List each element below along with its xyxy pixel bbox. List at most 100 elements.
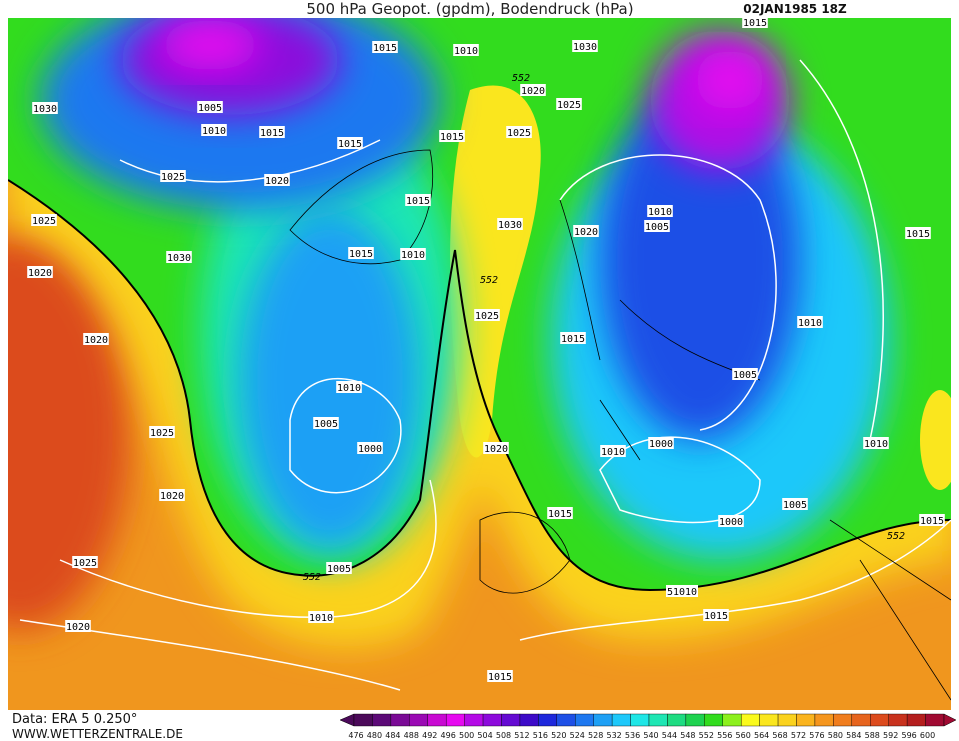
site-name: WWW.WETTERZENTRALE.DE: [12, 727, 183, 741]
label-box: [732, 368, 758, 380]
label-box: [453, 44, 479, 56]
colorbar-cell: [906, 713, 926, 727]
colorbar-label: 528: [588, 731, 603, 740]
isobar-label: 1010: [309, 613, 333, 624]
colorbar-cell: [704, 713, 723, 727]
colorbar-label: 548: [680, 731, 695, 740]
colorbar-label: 552: [699, 731, 714, 740]
colorbar-cell: [464, 713, 484, 727]
colorbar-label: 504: [477, 731, 492, 740]
isobar-label: 1015: [349, 249, 373, 260]
colorbar-arrow-left: [339, 713, 355, 727]
data-source: Data: ERA 5 0.250°: [12, 712, 137, 727]
isobar-label: 1030: [167, 253, 191, 264]
colorbar-label: 564: [754, 731, 769, 740]
isobar-label: 1015: [548, 509, 572, 520]
colorbar-label: 496: [441, 731, 456, 740]
isobar-label: 1020: [484, 444, 508, 455]
isobar-label: 1010: [202, 126, 226, 137]
colorbar-label: 588: [865, 731, 880, 740]
label-box: [405, 194, 431, 206]
label-box: [65, 620, 91, 632]
colorbar-label: 532: [606, 731, 621, 740]
label-box: [32, 102, 58, 114]
label-box: [201, 124, 227, 136]
label-box: [648, 437, 674, 449]
colorbar-cell: [685, 713, 705, 727]
height-label: 552: [480, 275, 498, 286]
isobar-label: 1005: [198, 103, 222, 114]
colorbar-cell: [445, 713, 465, 727]
colorbar-label: 500: [459, 731, 474, 740]
colorbar-label: 576: [809, 731, 824, 740]
colorbar-cell: [501, 713, 521, 727]
colorbar-cell: [740, 713, 760, 727]
colorbar-cell: [353, 713, 373, 727]
label-box: [742, 16, 768, 28]
colorbar-cell: [519, 713, 539, 727]
colorbar-label: 524: [570, 731, 585, 740]
label-box: [666, 585, 698, 597]
isobar-label: 1025: [73, 558, 97, 569]
colorbar-cell: [722, 713, 742, 727]
colorbar-cell: [409, 713, 428, 727]
isobar-label: 51010: [667, 587, 697, 598]
colorbar-cell: [759, 713, 779, 727]
isobar-label: 1025: [475, 311, 499, 322]
isobar-label: 1005: [645, 222, 669, 233]
colorbar-arrow-right: [943, 713, 957, 727]
colorbar-label: 492: [422, 731, 437, 740]
isobar-label: 1020: [574, 227, 598, 238]
isobar-label: 1015: [561, 334, 585, 345]
label-box: [159, 489, 185, 501]
colorbar-label: 476: [348, 731, 363, 740]
isobar-label: 1020: [521, 86, 545, 97]
colorbar-label: 584: [846, 731, 861, 740]
isobar-label: 1015: [373, 43, 397, 54]
isobar-label: 1015: [906, 229, 930, 240]
colorbar-label: 592: [883, 731, 898, 740]
isobar-label: 1015: [338, 139, 362, 150]
label-box: [72, 556, 98, 568]
colorbar-label: 572: [791, 731, 806, 740]
colorbar-cell: [630, 713, 650, 727]
colorbar-cell: [888, 713, 908, 727]
colorbar-cell: [427, 713, 447, 727]
label-box: [905, 227, 931, 239]
label-box: [348, 247, 374, 259]
colorbar-label: 512: [514, 731, 529, 740]
colorbar-label: 484: [385, 731, 400, 740]
label-box: [357, 442, 383, 454]
label-box: [520, 84, 546, 96]
label-box: [166, 251, 192, 263]
isobar-label: 1030: [33, 104, 57, 115]
colorbar-cell: [482, 713, 502, 727]
colorbar-cell: [593, 713, 613, 727]
map-field: [8, 18, 951, 710]
isobar-label: 1010: [337, 383, 361, 394]
label-box: [782, 498, 808, 510]
label-box: [560, 332, 586, 344]
isobar-label: 1015: [440, 132, 464, 143]
map-date: 02JAN1985 18Z: [743, 2, 847, 16]
label-box: [259, 126, 285, 138]
isobar-label: 1025: [557, 100, 581, 111]
colorbar-cell: [870, 713, 889, 727]
colorbar-label: 560: [736, 731, 751, 740]
label-box: [474, 309, 500, 321]
colorbar-cell: [814, 713, 834, 727]
isobar-label: 1005: [783, 500, 807, 511]
label-box: [506, 126, 532, 138]
isobar-label: 1015: [743, 18, 767, 29]
label-box: [547, 507, 573, 519]
colorbar-cell: [667, 713, 687, 727]
isobar-label: 1005: [327, 564, 351, 575]
isobar-label: 1020: [265, 176, 289, 187]
colorbar-cell: [575, 713, 594, 727]
isobar-label: 1030: [498, 220, 522, 231]
isobar-label: 1010: [454, 46, 478, 57]
colorbar-cell: [796, 713, 816, 727]
isobar-label: 1020: [84, 335, 108, 346]
colorbar-cell: [833, 713, 853, 727]
colorbar-label: 480: [367, 731, 382, 740]
